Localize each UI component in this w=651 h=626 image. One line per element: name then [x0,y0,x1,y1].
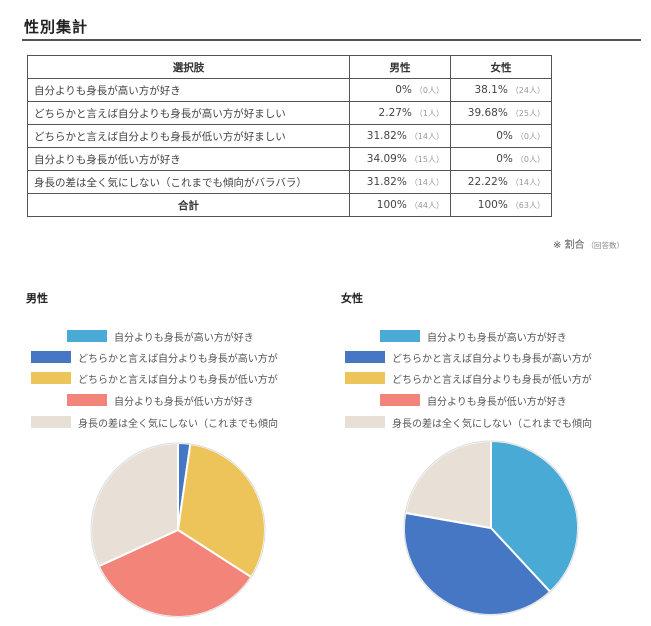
note-main: ※ 割合 [553,240,585,251]
female-count: （0人） [515,132,545,141]
male-pct: 34.09% [366,153,407,165]
legend-label: 身長の差は全く気にしない（これまでも傾向 [78,418,278,430]
legend-item[interactable]: 自分よりも身長が高い方が好き [380,329,567,344]
female-cell: 38.1% （24人） [450,78,552,102]
legend-label: どちらかと言えば自分よりも身長が低い方が [78,374,278,386]
male-pct: 0% [395,84,412,96]
female-cell: 39.68% （25人） [450,101,552,125]
male-pct: 2.27% [378,107,412,119]
table-row: どちらかと言えば自分よりも身長が低い方が好ましい 31.82% （14人） 0% （… [27,124,552,148]
male-count: （14人） [409,178,444,187]
legend-label: どちらかと言えば自分よりも身長が高い方が [392,353,592,365]
legend-item[interactable]: どちらかと言えば自分よりも身長が低い方が [31,371,278,386]
female-total: 100% （63人） [450,193,552,217]
table-row: 自分よりも身長が低い方が好き 34.09% （15人） 0% （0人） [27,147,552,171]
male-count: （0人） [414,86,444,95]
header-male: 男性 [349,55,451,79]
legend-swatch [380,394,420,406]
male-cell: 0% （0人） [349,78,451,102]
table-total-row: 合計 100% （44人） 100% （63人） [27,193,552,217]
choice-cell: 自分よりも身長が高い方が好き [27,78,350,102]
total-label: 合計 [27,193,350,217]
header-female: 女性 [450,55,552,79]
female-pie-chart [403,439,579,616]
male-total-pct: 100% [376,199,407,211]
summary-table: 選択肢 男性 女性 自分よりも身長が高い方が好き 0% （0人） 38.1% （24… [27,55,552,217]
legend-swatch [345,351,385,363]
choice-cell: 身長の差は全く気にしない（これまでも傾向がバラバラ） [27,170,350,194]
male-count: （14人） [409,132,444,141]
female-total-count: （63人） [510,201,545,210]
title-divider [22,39,641,41]
note-sub: （回答数） [586,241,625,250]
male-total: 100% （44人） [349,193,451,217]
legend-swatch [67,394,107,406]
section-title: 性別集計 [24,18,89,36]
legend-swatch [345,372,385,384]
legend-swatch [31,416,71,428]
female-pct: 0% [496,153,513,165]
female-cell: 0% （0人） [450,147,552,171]
legend-swatch [67,330,107,342]
choice-cell: どちらかと言えば自分よりも身長が低い方が好ましい [27,124,350,148]
male-chart-title: 男性 [26,292,48,305]
male-total-count: （44人） [409,201,444,210]
male-cell: 31.82% （14人） [349,124,451,148]
male-cell: 31.82% （14人） [349,170,451,194]
choice-cell: 自分よりも身長が低い方が好き [27,147,350,171]
legend-item[interactable]: どちらかと言えば自分よりも身長が低い方が [345,371,592,386]
male-cell: 34.09% （15人） [349,147,451,171]
female-pct: 0% [496,130,513,142]
male-pie-chart [90,441,266,618]
legend-swatch [380,330,420,342]
male-cell: 2.27% （1人） [349,101,451,125]
legend-item[interactable]: 身長の差は全く気にしない（これまでも傾向 [31,415,278,430]
legend-label: どちらかと言えば自分よりも身長が低い方が [392,374,592,386]
legend-label: 自分よりも身長が高い方が好き [114,332,254,344]
female-count: （14人） [510,178,545,187]
pie-slice [404,439,492,530]
female-total-pct: 100% [477,199,508,211]
choice-cell: どちらかと言えば自分よりも身長が高い方が好ましい [27,101,350,125]
legend-swatch [345,416,385,428]
ratio-note: ※ 割合 （回答数） [553,236,624,251]
legend-item[interactable]: どちらかと言えば自分よりも身長が高い方が [345,350,592,365]
legend-item[interactable]: どちらかと言えば自分よりも身長が高い方が [31,350,278,365]
table-header-row: 選択肢 男性 女性 [27,55,552,79]
legend-swatch [31,351,71,363]
legend-swatch [31,372,71,384]
legend-item[interactable]: 自分よりも身長が低い方が好き [67,393,254,408]
female-chart-title: 女性 [341,292,363,305]
male-pct: 31.82% [366,176,407,188]
male-count: （15人） [409,155,444,164]
legend-label: 自分よりも身長が低い方が好き [427,396,567,408]
female-pct: 22.22% [467,176,508,188]
female-count: （25人） [510,109,545,118]
table-row: どちらかと言えば自分よりも身長が高い方が好ましい 2.27% （1人） 39.68… [27,101,552,125]
table-row: 身長の差は全く気にしない（これまでも傾向がバラバラ） 31.82% （14人） 2… [27,170,552,194]
legend-label: どちらかと言えば自分よりも身長が高い方が [78,353,278,365]
legend-item[interactable]: 身長の差は全く気にしない（これまでも傾向 [345,415,592,430]
header-choice: 選択肢 [27,55,350,79]
legend-label: 身長の差は全く気にしない（これまでも傾向 [392,418,592,430]
female-pct: 39.68% [467,107,508,119]
table-row: 自分よりも身長が高い方が好き 0% （0人） 38.1% （24人） [27,78,552,102]
legend-item[interactable]: 自分よりも身長が高い方が好き [67,329,254,344]
legend-label: 自分よりも身長が低い方が好き [114,396,254,408]
male-pct: 31.82% [366,130,407,142]
legend-item[interactable]: 自分よりも身長が低い方が好き [380,393,567,408]
legend-label: 自分よりも身長が高い方が好き [427,332,567,344]
female-count: （24人） [510,86,545,95]
female-cell: 0% （0人） [450,124,552,148]
female-pct: 38.1% [474,84,508,96]
female-cell: 22.22% （14人） [450,170,552,194]
male-count: （1人） [414,109,444,118]
female-count: （0人） [515,155,545,164]
